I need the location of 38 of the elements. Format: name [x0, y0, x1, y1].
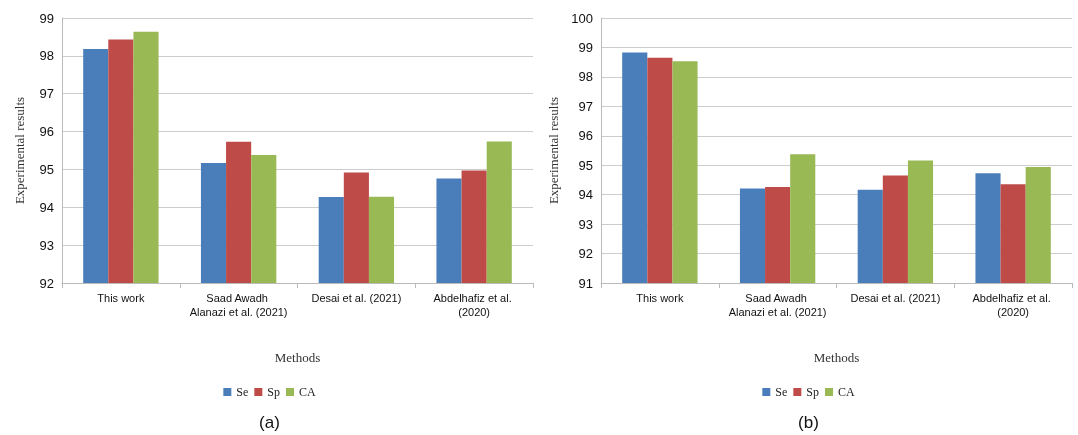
x-tick-label: Saad Awadh Alanazi et al. (2021) — [728, 292, 827, 318]
text: (a) — [259, 413, 280, 432]
y-tick-label: 97 — [578, 98, 593, 114]
y-tick-label: 91 — [578, 275, 593, 291]
x-axis-title: Methods — [274, 350, 321, 365]
y-tick-label: 93 — [39, 237, 54, 253]
legend-label: CA — [838, 385, 856, 399]
y-axis-title: Experimental results — [12, 96, 27, 205]
y-tick-label: 93 — [578, 216, 593, 232]
x-tick-label: This work — [636, 292, 684, 304]
legend-label: CA — [299, 385, 317, 399]
y-tick-label: 94 — [39, 199, 54, 215]
y-tick-label: 94 — [578, 187, 593, 203]
y-tick-label: 98 — [39, 48, 54, 64]
y-tick-label: 99 — [578, 39, 593, 55]
legend-label: Sp — [267, 385, 281, 399]
x-tick-label: This work — [97, 292, 145, 304]
text: (b) — [798, 413, 819, 432]
y-tick-label: 98 — [578, 69, 593, 85]
x-tick-label: Desai et al. (2021) — [311, 292, 402, 304]
y-tick-label: 95 — [39, 161, 54, 177]
y-tick-label: 95 — [578, 157, 593, 173]
y-tick-label: 92 — [39, 275, 54, 291]
y-axis-title: Experimental results — [546, 96, 562, 205]
y-tick-label: 99 — [39, 10, 54, 26]
legend-label: Se — [236, 385, 249, 399]
x-tick-label: Saad Awadh Alanazi et al. (2021) — [189, 292, 288, 318]
x-tick-label: Abdelhafiz et al. (2020) — [433, 292, 515, 318]
x-axis-title: Methods — [813, 350, 860, 365]
y-tick-label: 97 — [39, 86, 54, 102]
legend-label: Se — [775, 385, 788, 399]
x-tick-label: Desai et al. (2021) — [850, 292, 941, 304]
y-tick-label: 96 — [39, 124, 54, 140]
y-tick-label: 96 — [578, 128, 593, 144]
y-tick-label: 100 — [571, 10, 593, 26]
legend-label: Sp — [806, 385, 820, 399]
y-tick-label: 92 — [578, 246, 593, 262]
x-tick-label: Abdelhafiz et al. (2020) — [972, 292, 1054, 318]
